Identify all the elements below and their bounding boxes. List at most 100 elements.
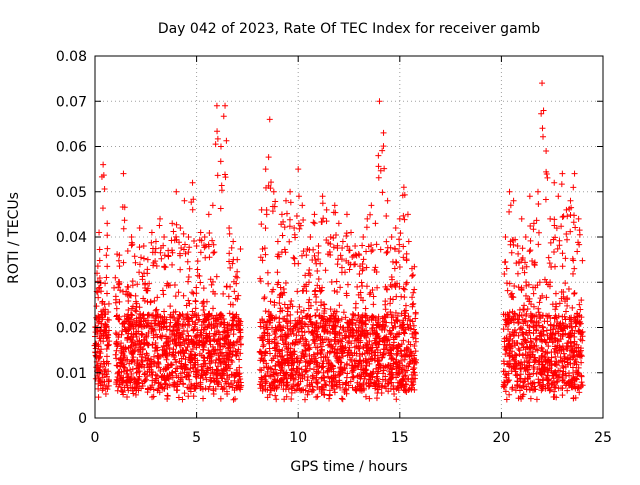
- data-point: [224, 345, 231, 352]
- data-point: [191, 355, 198, 362]
- data-point: [151, 353, 158, 360]
- data-point: [278, 333, 285, 340]
- data-point: [98, 346, 105, 353]
- data-point: [264, 269, 271, 276]
- data-point: [386, 327, 393, 334]
- data-point: [337, 252, 344, 259]
- data-point: [226, 383, 233, 390]
- data-point: [139, 358, 146, 365]
- data-point: [307, 360, 314, 367]
- data-point: [362, 393, 369, 400]
- data-point: [301, 329, 308, 336]
- data-point: [294, 382, 301, 389]
- data-point: [163, 316, 170, 323]
- data-point: [390, 296, 397, 303]
- data-point: [325, 357, 332, 364]
- data-point: [358, 328, 365, 335]
- data-point: [221, 384, 228, 391]
- data-point: [176, 342, 183, 349]
- data-point: [185, 393, 192, 400]
- data-point: [192, 333, 199, 340]
- data-point: [378, 325, 385, 332]
- data-point: [135, 363, 142, 370]
- data-point: [274, 340, 281, 347]
- data-point: [363, 370, 370, 377]
- data-point: [323, 382, 330, 389]
- data-point: [299, 375, 306, 382]
- data-point: [187, 388, 194, 395]
- data-point: [220, 335, 227, 342]
- data-point: [152, 307, 159, 314]
- data-point: [338, 395, 345, 402]
- data-point: [284, 304, 291, 311]
- data-point: [301, 353, 308, 360]
- data-point: [372, 335, 379, 342]
- data-point: [329, 318, 336, 325]
- data-point: [104, 316, 111, 323]
- data-point: [150, 360, 157, 367]
- data-point: [316, 312, 323, 319]
- data-point: [294, 355, 301, 362]
- data-point: [197, 329, 204, 336]
- data-point: [173, 365, 180, 372]
- data-point: [206, 360, 213, 367]
- data-point: [336, 354, 343, 361]
- data-point: [114, 377, 121, 384]
- data-point: [213, 371, 220, 378]
- data-point: [388, 314, 395, 321]
- data-point: [220, 290, 227, 297]
- data-point: [257, 278, 264, 285]
- data-point: [337, 343, 344, 350]
- data-point: [128, 333, 135, 340]
- data-point: [343, 292, 350, 299]
- data-point: [393, 344, 400, 351]
- data-point: [337, 364, 344, 371]
- data-point: [103, 360, 110, 367]
- data-point: [189, 289, 196, 296]
- data-point: [218, 360, 225, 367]
- data-point: [230, 321, 237, 328]
- data-point: [334, 289, 341, 296]
- data-point: [382, 306, 389, 313]
- data-point: [175, 339, 182, 346]
- data-point: [186, 376, 193, 383]
- data-point: [312, 344, 319, 351]
- data-point: [191, 323, 198, 330]
- data-point: [219, 385, 226, 392]
- data-point: [157, 321, 164, 328]
- data-point: [217, 372, 224, 379]
- data-point: [328, 338, 335, 345]
- data-point: [325, 373, 332, 380]
- data-point: [337, 323, 344, 330]
- data-point: [314, 360, 321, 367]
- data-point: [113, 331, 120, 338]
- data-point: [402, 302, 409, 309]
- data-point: [300, 307, 307, 314]
- data-point: [289, 327, 296, 334]
- data-point: [288, 395, 295, 402]
- data-point: [374, 357, 381, 364]
- data-point: [370, 301, 377, 308]
- data-point: [210, 375, 217, 382]
- data-point: [169, 374, 176, 381]
- data-point: [411, 286, 418, 293]
- data-point: [341, 332, 348, 339]
- data-point: [317, 288, 324, 295]
- data-point: [358, 279, 365, 286]
- points-layer: [91, 80, 586, 403]
- data-point: [315, 369, 322, 376]
- data-point: [133, 333, 140, 340]
- data-point: [139, 345, 146, 352]
- data-point: [412, 315, 419, 322]
- data-point: [235, 346, 242, 353]
- data-point: [321, 301, 328, 308]
- data-point: [275, 359, 282, 366]
- data-point: [307, 302, 314, 309]
- data-point: [172, 308, 179, 315]
- data-point: [337, 284, 344, 291]
- data-point: [179, 347, 186, 354]
- data-point: [202, 338, 209, 345]
- data-point: [331, 386, 338, 393]
- data-point: [327, 306, 334, 313]
